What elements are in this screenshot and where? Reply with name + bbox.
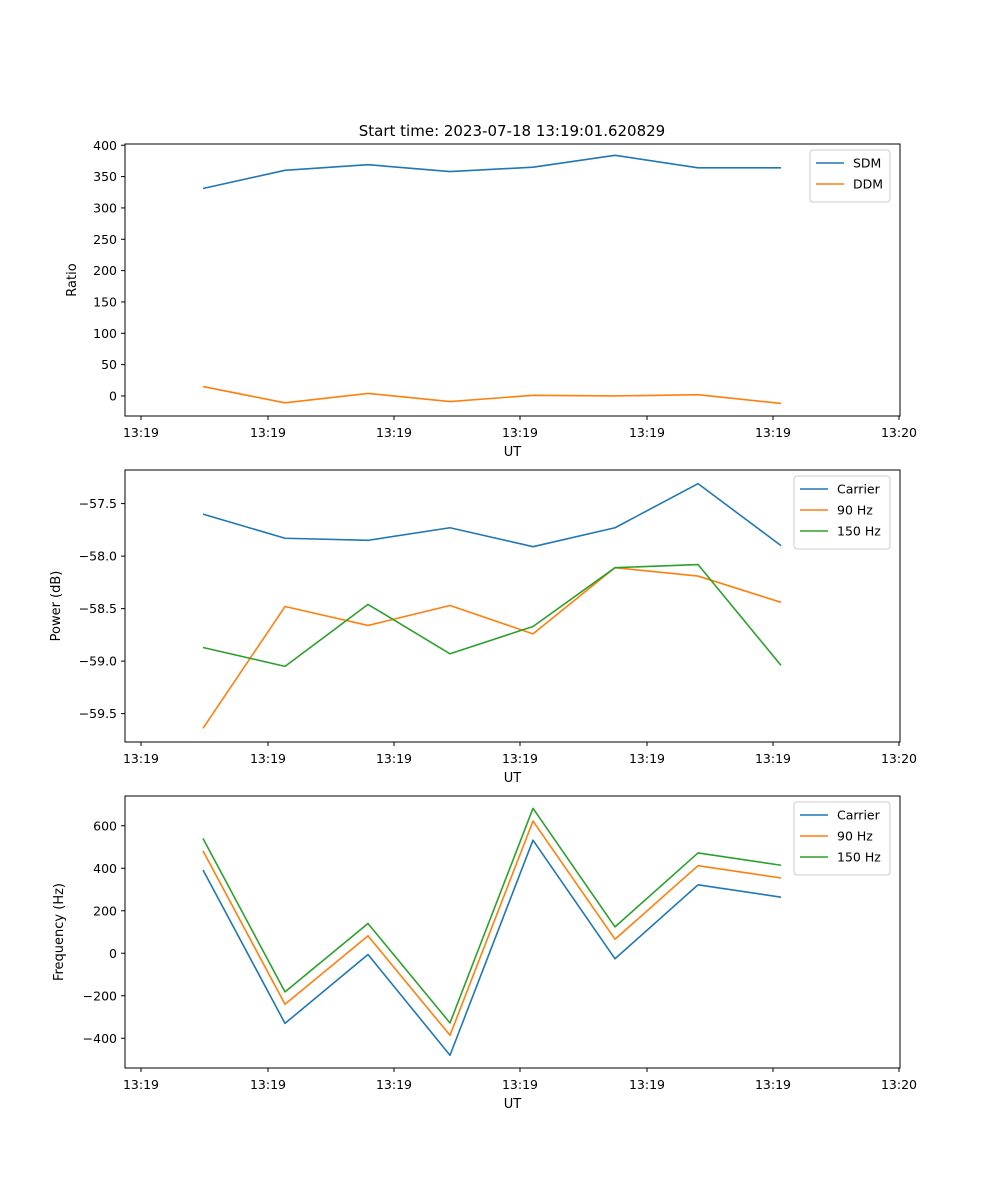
y-tick-label: −200 (83, 988, 117, 1003)
y-tick-label: −58.5 (79, 601, 117, 616)
y-axis-label: Frequency (Hz) (52, 883, 67, 981)
y-axis-label: Power (dB) (49, 571, 64, 642)
x-tick-label: 13:19 (502, 751, 538, 766)
legend-label: 90 Hz (837, 829, 873, 844)
y-tick-label: 0 (109, 946, 117, 961)
x-tick-label: 13:19 (755, 425, 791, 440)
chart-panel-1: 0 50 100 150 200 250 300 350 400 13:19 13:19 13:19 1… (65, 138, 917, 460)
x-tick-label: 13:19 (755, 1077, 791, 1092)
y-tick-label: 400 (93, 138, 117, 153)
x-tick-label: 13:19 (629, 751, 665, 766)
y-tick-label: −59.0 (79, 654, 117, 669)
legend-label: DDM (853, 177, 883, 192)
y-tick-label: 200 (93, 263, 117, 278)
legend-label: SDM (853, 156, 881, 171)
y-tick-label: −57.5 (79, 496, 117, 511)
x-tick-label: 13:20 (881, 1077, 917, 1092)
y-tick-label: −58.0 (79, 549, 117, 564)
y-tick-label: 350 (93, 169, 117, 184)
legend-label: 150 Hz (837, 524, 881, 539)
x-tick-label: 13:19 (629, 1077, 665, 1092)
legend-label: Carrier (837, 482, 881, 497)
legend-label: 90 Hz (837, 503, 873, 518)
y-tick-label: 100 (93, 326, 117, 341)
y-tick-label: 0 (109, 388, 117, 403)
x-tick-label: 13:19 (250, 425, 286, 440)
series-line-90-hz (202, 820, 782, 1037)
series-line-90-hz (202, 566, 782, 729)
chart-panel-2: −57.5 −58.0 −58.5 −59.0 −59.5 13:19 13:19 13:19… (49, 469, 917, 786)
y-tick-label: 250 (93, 232, 117, 247)
x-tick-label: 13:19 (376, 425, 412, 440)
legend-label: 150 Hz (837, 850, 881, 865)
x-axis-label: UT (504, 1097, 522, 1112)
series-line-carrier (202, 839, 782, 1057)
x-axis-label: UT (504, 445, 522, 460)
x-tick-label: 13:19 (629, 425, 665, 440)
chart-panel-3: 600 400 200 0 −200 −400 13:19 13:19 13:19 13:19 13… (52, 795, 917, 1112)
x-tick-label: 13:19 (250, 1077, 286, 1092)
y-tick-label: 150 (93, 294, 117, 309)
x-axis-label: UT (504, 771, 522, 786)
x-tick-label: 13:19 (123, 751, 159, 766)
panels: 0 50 100 150 200 250 300 350 400 13:19 13:19 13:19 1… (49, 138, 917, 1112)
series-line-carrier (202, 482, 782, 548)
series-line-150-hz (202, 563, 782, 668)
legend-label: Carrier (837, 808, 881, 823)
x-tick-label: 13:19 (376, 1077, 412, 1092)
x-tick-label: 13:19 (376, 751, 412, 766)
chart-title: Start time: 2023-07-18 13:19:01.620829 (359, 122, 665, 140)
axes-frame (124, 469, 901, 743)
y-tick-label: 300 (93, 200, 117, 215)
x-tick-label: 13:19 (502, 1077, 538, 1092)
y-tick-label: 50 (101, 357, 117, 372)
y-axis-label: Ratio (65, 263, 80, 296)
x-tick-label: 13:20 (881, 425, 917, 440)
series-line-ddm (202, 385, 782, 405)
x-tick-label: 13:19 (123, 1077, 159, 1092)
x-tick-label: 13:19 (502, 425, 538, 440)
x-tick-label: 13:19 (123, 425, 159, 440)
axes-frame (124, 143, 901, 417)
y-tick-label: −400 (83, 1031, 117, 1046)
x-tick-label: 13:19 (250, 751, 286, 766)
y-tick-label: 600 (93, 818, 117, 833)
y-tick-label: 400 (93, 861, 117, 876)
axes-frame (124, 795, 901, 1069)
series-line-sdm (202, 154, 781, 190)
series-line-150-hz (202, 807, 782, 1024)
x-tick-label: 13:19 (755, 751, 791, 766)
y-tick-label: 200 (93, 903, 117, 918)
y-tick-label: −59.5 (79, 706, 117, 721)
x-tick-label: 13:20 (881, 751, 917, 766)
